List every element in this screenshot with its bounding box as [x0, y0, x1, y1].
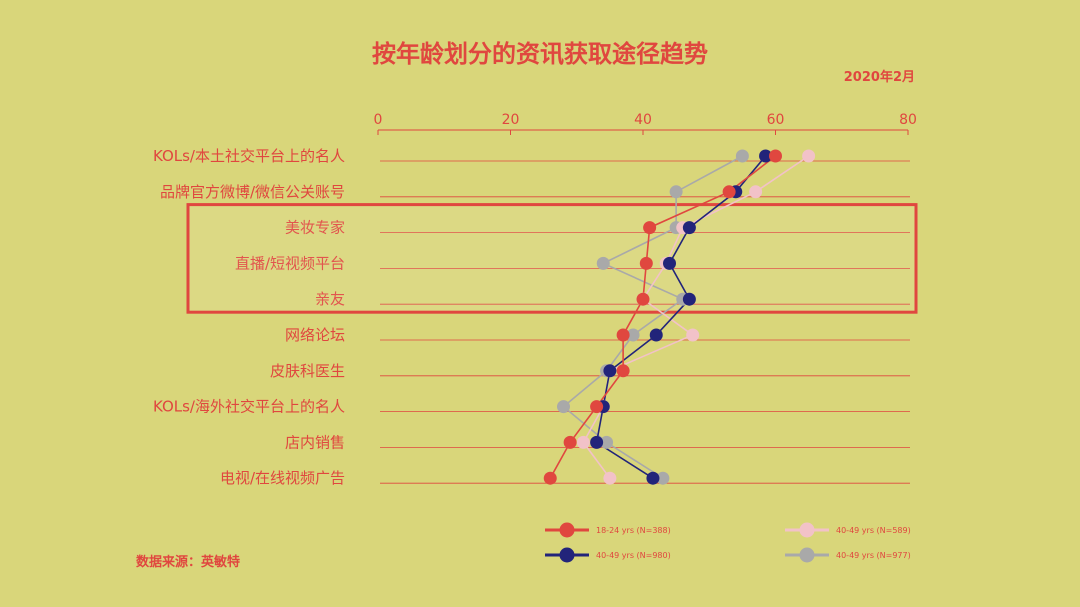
- data-point: [639, 256, 653, 270]
- data-point: [603, 471, 617, 485]
- category-label: 店内销售: [285, 433, 345, 451]
- data-point: [686, 328, 700, 342]
- x-tick-label: 60: [767, 112, 785, 128]
- data-point: [626, 328, 640, 342]
- data-point: [590, 435, 604, 449]
- category-label: 品牌官方微博/微信公关账号: [160, 183, 345, 201]
- data-point: [759, 149, 773, 163]
- legend-swatch-dot: [559, 547, 575, 563]
- data-point: [576, 435, 590, 449]
- category-label: 直播/短视频平台: [235, 254, 345, 272]
- data-point: [669, 185, 683, 199]
- category-label: 皮肤科医生: [270, 362, 345, 380]
- data-point: [722, 185, 736, 199]
- data-point: [590, 400, 604, 414]
- data-point: [557, 400, 570, 414]
- legend-swatch-dot: [799, 522, 815, 538]
- chart-title: 按年龄划分的资讯获取途径趋势: [372, 40, 708, 68]
- legend-label: 40-49 yrs (N=980): [596, 551, 671, 560]
- data-point: [596, 256, 610, 270]
- data-point: [735, 149, 749, 163]
- legend-label: 40-49 yrs (N=977): [836, 551, 911, 560]
- data-point: [656, 471, 670, 485]
- data-point: [646, 471, 660, 485]
- series-line: [562, 155, 743, 479]
- x-tick-label: 0: [374, 112, 383, 128]
- legend-label: 40-49 yrs (N=589): [836, 526, 911, 535]
- category-label: 电视/在线视频广告: [220, 469, 345, 487]
- series-line: [582, 155, 810, 479]
- data-point: [636, 292, 650, 306]
- category-label: KOLs/海外社交平台上的名人: [153, 398, 345, 416]
- data-point: [563, 435, 577, 449]
- category-label: 亲友: [315, 290, 345, 308]
- data-point: [616, 364, 630, 378]
- data-point: [649, 328, 663, 342]
- data-point: [663, 256, 676, 270]
- series-line: [549, 155, 776, 479]
- data-point: [682, 292, 696, 306]
- category-label: KOLs/本土社交平台上的名人: [153, 147, 345, 165]
- legend-swatch-dot: [559, 522, 575, 538]
- legend-swatch-dot: [799, 547, 815, 563]
- category-label: 网络论坛: [285, 326, 345, 344]
- category-label: 美妆专家: [285, 219, 345, 237]
- chart-date: 2020年2月: [843, 70, 915, 85]
- data-point: [543, 471, 557, 485]
- highlight-box: [186, 203, 918, 314]
- series-line: [595, 155, 767, 479]
- legend-label: 18-24 yrs (N=388): [596, 526, 671, 535]
- data-point: [749, 185, 763, 199]
- x-tick-label: 80: [899, 112, 917, 128]
- data-point: [769, 149, 782, 163]
- data-point: [643, 221, 657, 235]
- data-point: [603, 364, 617, 378]
- data-point: [802, 149, 816, 163]
- data-source-note: 数据来源：英敏特: [136, 555, 241, 570]
- data-point: [600, 435, 614, 449]
- x-tick-label: 40: [634, 112, 652, 128]
- data-point: [616, 328, 630, 342]
- x-tick-label: 20: [502, 112, 520, 128]
- data-point: [682, 221, 696, 235]
